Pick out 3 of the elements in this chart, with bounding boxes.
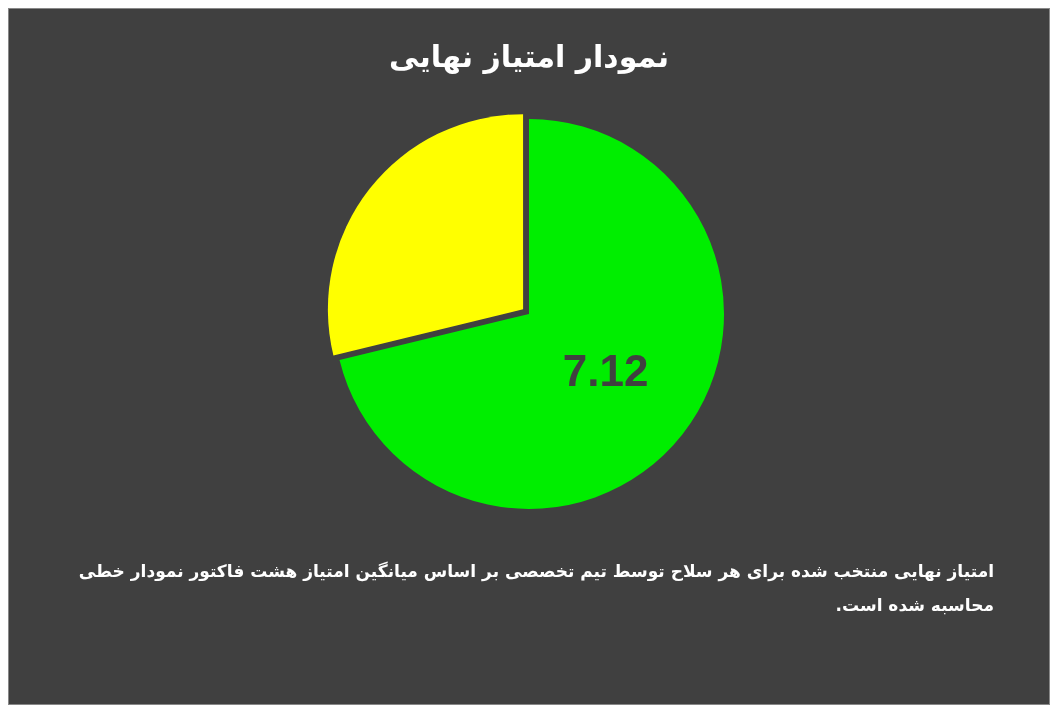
text: امتیاز نهایی منتخب شده برای هر سلاح توسط تیم تخصصی بر اساس میانگین امتیاز هشت فاکتور نمودار خطی محاسبه شده است. [77,560,994,617]
data-label: 7.12 [562,346,649,396]
chart-title: نمودار امتیاز نهایی [388,38,670,74]
